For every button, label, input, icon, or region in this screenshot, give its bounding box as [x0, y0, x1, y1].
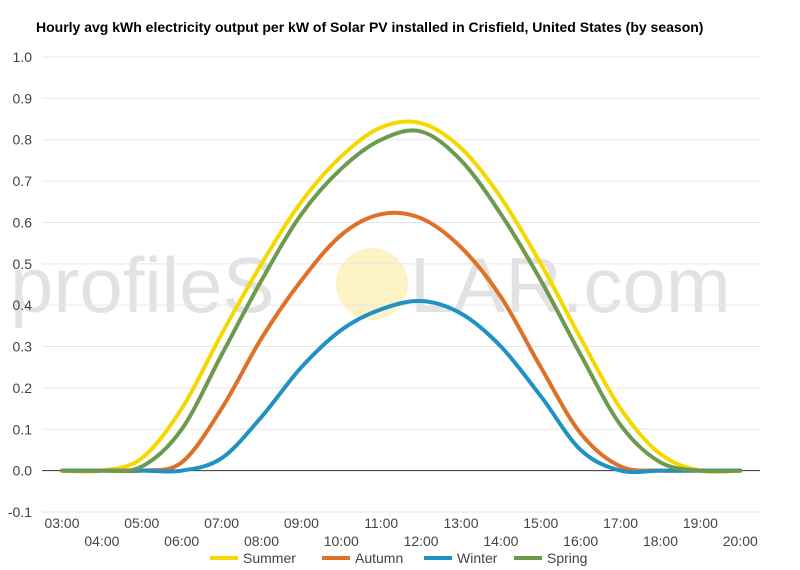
x-tick-label: 10:00: [324, 533, 359, 549]
legend-label-autumn: Autumn: [355, 550, 403, 566]
y-tick-label: 0.3: [13, 339, 33, 355]
y-tick-label: 0.6: [13, 214, 33, 230]
x-tick-label: 14:00: [483, 533, 518, 549]
series-lines: [60, 119, 743, 475]
legend-label-spring: Spring: [547, 550, 587, 566]
x-tick-label: 16:00: [563, 533, 598, 549]
x-tick-label: 12:00: [404, 533, 439, 549]
x-tick-label: 19:00: [683, 515, 718, 531]
legend-label-winter: Winter: [457, 550, 498, 566]
legend: Summer Autumn Winter Spring: [210, 550, 587, 566]
series-line-summer: [60, 119, 743, 474]
x-tick-label: 07:00: [204, 515, 239, 531]
x-tick-label: 20:00: [723, 533, 758, 549]
watermark-sun-icon: [336, 248, 408, 320]
watermark-prefix: profileS: [10, 241, 274, 329]
legend-label-summer: Summer: [243, 550, 296, 566]
x-tick-label: 06:00: [164, 533, 199, 549]
y-tick-label: 0.4: [13, 297, 33, 313]
y-tick-label: 0.7: [13, 173, 33, 189]
series-line-winter: [60, 298, 743, 475]
y-tick-label: 0.2: [13, 380, 33, 396]
x-tick-label: 09:00: [284, 515, 319, 531]
x-tick-label: 18:00: [643, 533, 678, 549]
x-tick-label: 17:00: [603, 515, 638, 531]
y-tick-label: 0.8: [13, 132, 33, 148]
series-line-autumn: [60, 210, 743, 474]
y-tick-label: 0.1: [13, 421, 33, 437]
x-tick-label: 04:00: [84, 533, 119, 549]
y-tick-label: 1.0: [13, 49, 33, 65]
x-tick-label: 11:00: [364, 515, 398, 531]
y-tick-label: 0.5: [13, 256, 33, 272]
watermark: profileS LAR.com: [10, 241, 731, 329]
y-tick-label: -0.1: [8, 504, 32, 520]
x-tick-label: 15:00: [523, 515, 558, 531]
x-tick-label: 05:00: [124, 515, 159, 531]
y-axis: -0.1 0.0 0.1 0.2 0.3 0.4 0.5 0.6 0.7 0.8 0.9 1.0: [8, 49, 32, 520]
x-axis: 03:00 04:00 05:00 06:00 07:00 08:00 09:00 10:00…: [44, 515, 758, 549]
x-tick-label: 13:00: [443, 515, 478, 531]
chart-title: Hourly avg kWh electricity output per kW…: [36, 19, 704, 35]
x-tick-label: 08:00: [244, 533, 279, 549]
y-tick-label: 0.9: [13, 90, 33, 106]
x-tick-label: 03:00: [44, 515, 79, 531]
y-tick-label: 0.0: [13, 463, 33, 479]
series-line-spring: [60, 128, 743, 474]
